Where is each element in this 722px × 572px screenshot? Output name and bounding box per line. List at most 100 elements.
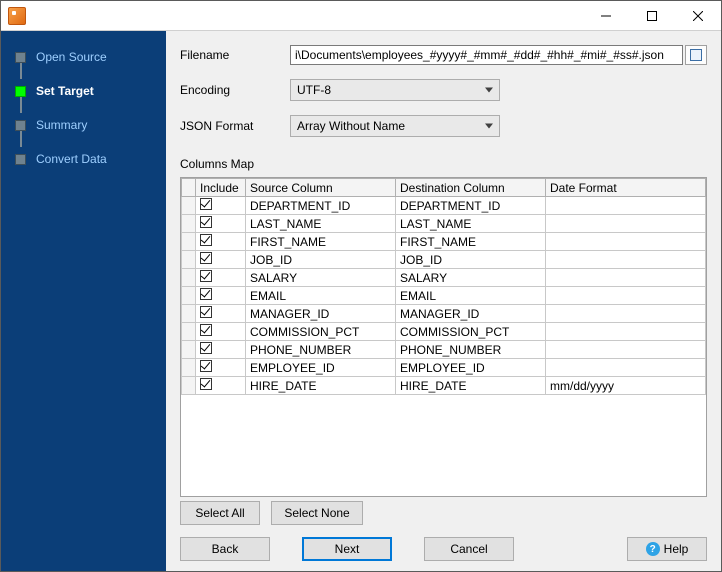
source-column-cell[interactable]: COMMISSION_PCT [246,323,396,341]
source-column-cell[interactable]: SALARY [246,269,396,287]
row-header[interactable] [182,233,196,251]
destination-column-cell[interactable]: COMMISSION_PCT [396,323,546,341]
maximize-button[interactable] [629,1,675,31]
date-format-cell[interactable] [546,197,706,215]
table-row[interactable]: JOB_IDJOB_ID [182,251,706,269]
date-format-cell[interactable] [546,305,706,323]
include-cell[interactable] [196,251,246,269]
include-cell[interactable] [196,323,246,341]
destination-column-cell[interactable]: PHONE_NUMBER [396,341,546,359]
date-format-cell[interactable] [546,323,706,341]
include-cell[interactable] [196,359,246,377]
source-column-cell[interactable]: PHONE_NUMBER [246,341,396,359]
browse-button[interactable] [685,45,707,65]
date-format-cell[interactable] [546,233,706,251]
include-checkbox[interactable] [200,270,212,282]
date-format-cell[interactable] [546,251,706,269]
row-header[interactable] [182,251,196,269]
source-column-cell[interactable]: LAST_NAME [246,215,396,233]
include-cell[interactable] [196,269,246,287]
row-header[interactable] [182,323,196,341]
help-button[interactable]: ? Help [627,537,707,561]
filename-input[interactable] [290,45,683,65]
destination-column-cell[interactable]: EMPLOYEE_ID [396,359,546,377]
table-row[interactable]: FIRST_NAMEFIRST_NAME [182,233,706,251]
destination-column-cell[interactable]: LAST_NAME [396,215,546,233]
include-checkbox[interactable] [200,360,212,372]
destination-column-cell[interactable]: MANAGER_ID [396,305,546,323]
table-row[interactable]: PHONE_NUMBERPHONE_NUMBER [182,341,706,359]
wizard-footer: Back Next Cancel ? Help [180,537,707,561]
row-header[interactable] [182,359,196,377]
select-none-button[interactable]: Select None [271,501,362,525]
row-header[interactable] [182,287,196,305]
source-column-cell[interactable]: EMAIL [246,287,396,305]
col-header-destination[interactable]: Destination Column [396,179,546,197]
row-header[interactable] [182,197,196,215]
next-button[interactable]: Next [302,537,392,561]
row-header[interactable] [182,377,196,395]
include-cell[interactable] [196,233,246,251]
date-format-cell[interactable] [546,359,706,377]
include-cell[interactable] [196,305,246,323]
source-column-cell[interactable]: EMPLOYEE_ID [246,359,396,377]
destination-column-cell[interactable]: JOB_ID [396,251,546,269]
destination-column-cell[interactable]: DEPARTMENT_ID [396,197,546,215]
sidebar-step-open-source[interactable]: Open Source [1,45,166,69]
table-row[interactable]: EMPLOYEE_IDEMPLOYEE_ID [182,359,706,377]
table-row[interactable]: DEPARTMENT_IDDEPARTMENT_ID [182,197,706,215]
minimize-button[interactable] [583,1,629,31]
sidebar-step-set-target[interactable]: Set Target [1,79,166,103]
close-button[interactable] [675,1,721,31]
encoding-select[interactable]: UTF-8 [290,79,500,101]
table-row[interactable]: SALARYSALARY [182,269,706,287]
destination-column-cell[interactable]: FIRST_NAME [396,233,546,251]
select-all-button[interactable]: Select All [180,501,260,525]
include-checkbox[interactable] [200,252,212,264]
source-column-cell[interactable]: HIRE_DATE [246,377,396,395]
col-header-source[interactable]: Source Column [246,179,396,197]
include-checkbox[interactable] [200,306,212,318]
cancel-button[interactable]: Cancel [424,537,514,561]
include-checkbox[interactable] [200,324,212,336]
include-cell[interactable] [196,287,246,305]
date-format-cell[interactable]: mm/dd/yyyy [546,377,706,395]
step-box-icon [15,86,26,97]
back-button[interactable]: Back [180,537,270,561]
include-checkbox[interactable] [200,234,212,246]
source-column-cell[interactable]: FIRST_NAME [246,233,396,251]
destination-column-cell[interactable]: SALARY [396,269,546,287]
sidebar-step-convert-data[interactable]: Convert Data [1,147,166,171]
include-checkbox[interactable] [200,288,212,300]
row-header[interactable] [182,341,196,359]
include-checkbox[interactable] [200,342,212,354]
json-format-select[interactable]: Array Without Name [290,115,500,137]
date-format-cell[interactable] [546,215,706,233]
table-row[interactable]: MANAGER_IDMANAGER_ID [182,305,706,323]
sidebar-step-summary[interactable]: Summary [1,113,166,137]
col-header-include[interactable]: Include [196,179,246,197]
destination-column-cell[interactable]: HIRE_DATE [396,377,546,395]
table-row[interactable]: HIRE_DATEHIRE_DATEmm/dd/yyyy [182,377,706,395]
source-column-cell[interactable]: JOB_ID [246,251,396,269]
destination-column-cell[interactable]: EMAIL [396,287,546,305]
date-format-cell[interactable] [546,287,706,305]
table-row[interactable]: EMAILEMAIL [182,287,706,305]
table-row[interactable]: LAST_NAMELAST_NAME [182,215,706,233]
date-format-cell[interactable] [546,341,706,359]
include-checkbox[interactable] [200,378,212,390]
table-row[interactable]: COMMISSION_PCTCOMMISSION_PCT [182,323,706,341]
include-cell[interactable] [196,197,246,215]
date-format-cell[interactable] [546,269,706,287]
source-column-cell[interactable]: MANAGER_ID [246,305,396,323]
include-cell[interactable] [196,341,246,359]
row-header[interactable] [182,305,196,323]
include-checkbox[interactable] [200,216,212,228]
include-cell[interactable] [196,215,246,233]
include-checkbox[interactable] [200,198,212,210]
col-header-date-format[interactable]: Date Format [546,179,706,197]
row-header[interactable] [182,269,196,287]
source-column-cell[interactable]: DEPARTMENT_ID [246,197,396,215]
include-cell[interactable] [196,377,246,395]
row-header[interactable] [182,215,196,233]
